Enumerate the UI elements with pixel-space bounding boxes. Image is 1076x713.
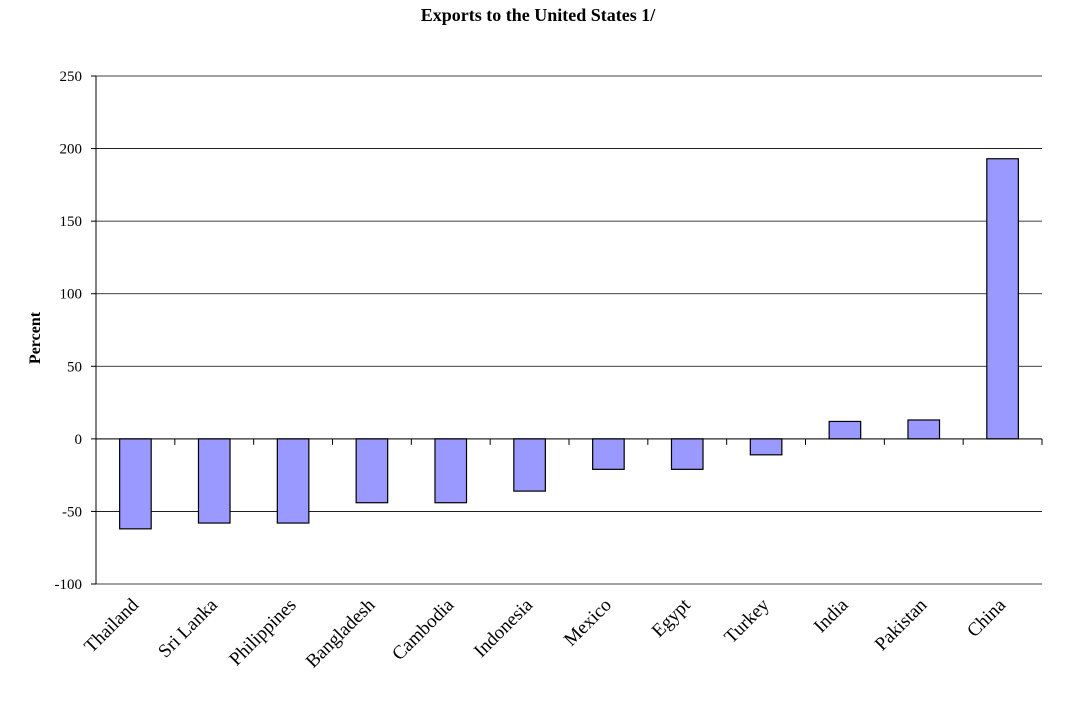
x-tick-label: Egypt (648, 594, 695, 641)
bar-india (828, 420, 862, 440)
x-tick-label: Bangladesh (302, 594, 380, 672)
y-tick-label: 50 (67, 359, 82, 375)
bar-cambodia (434, 438, 468, 504)
x-tick-label: Sri Lanka (154, 594, 222, 662)
x-tick-label: Indonesia (470, 594, 537, 661)
bar-mexico (592, 438, 625, 470)
y-tick-label: 250 (60, 69, 83, 85)
bar-bangladesh (355, 438, 389, 504)
bar-pakistan (907, 419, 941, 440)
x-tick-label: Philippines (225, 595, 300, 670)
x-tick-label: China (963, 594, 1010, 641)
y-tick-label: -50 (62, 504, 82, 520)
bar-sri-lanka (197, 438, 231, 524)
y-tick-label: -100 (55, 577, 83, 593)
y-tick-labels: 250 200 150 100 50 0 -50 -100 (55, 69, 83, 593)
x-tick-label: Cambodia (388, 594, 458, 664)
chart-title: Exports to the United States 1/ (421, 5, 656, 25)
bar-philippines (276, 438, 310, 524)
bar-egypt (670, 438, 704, 470)
x-tick-label: India (810, 594, 853, 637)
bars (119, 158, 1019, 530)
bar-thailand (119, 438, 152, 530)
x-tick-label: Turkey (720, 594, 774, 648)
x-tick-labels: Thailand Sri Lanka Philippines Bangladesh Ca… (80, 594, 1010, 672)
y-tick-label: 200 (60, 142, 83, 158)
gridlines (96, 75, 1042, 585)
bar-turkey (749, 438, 783, 456)
y-tick-label: 0 (75, 432, 83, 448)
axes (91, 75, 1043, 585)
x-tick-label: Thailand (80, 594, 143, 657)
y-tick-label: 100 (60, 287, 83, 303)
x-tick-label: Mexico (560, 595, 616, 651)
bar-china (986, 158, 1019, 440)
y-tick-label: 150 (60, 214, 83, 230)
x-tick-label: Pakistan (871, 594, 932, 655)
bar-indonesia (513, 438, 546, 492)
y-axis-label: Percent (27, 311, 44, 364)
